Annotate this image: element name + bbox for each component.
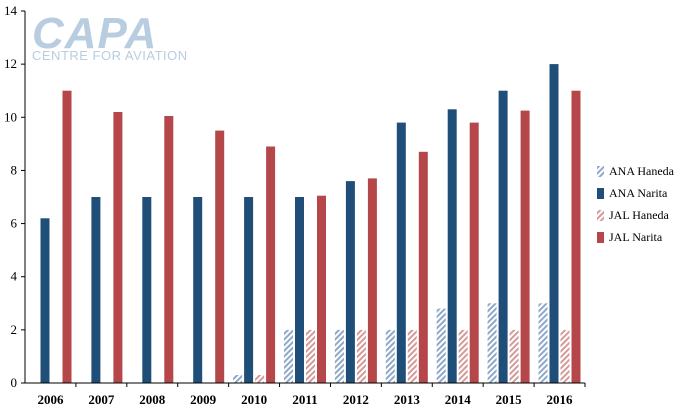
x-tick-label: 2007	[88, 392, 115, 407]
bar-ana-narita-2011	[295, 197, 304, 383]
x-tick-label: 2006	[37, 392, 64, 407]
bar-ana-narita-2013	[396, 122, 406, 383]
bar-ana-haneda-2011	[284, 329, 293, 383]
bar-ana-haneda-2012	[334, 329, 344, 383]
bar-jal-narita-2011	[317, 195, 326, 383]
bars-layer	[40, 64, 581, 384]
bar-jal-narita-2015	[520, 110, 530, 383]
bar-jal-haneda-2015	[509, 329, 519, 383]
x-tick-label: 2015	[496, 392, 523, 407]
bar-ana-narita-2015	[498, 90, 508, 383]
bar-ana-haneda-2015	[487, 303, 497, 383]
logo-main-text: CAPA	[32, 9, 157, 58]
bar-ana-narita-2016	[549, 64, 559, 383]
x-tick-label: 2010	[241, 392, 267, 407]
x-tick-label: 2011	[292, 392, 317, 407]
legend-label-jal-haneda: JAL Haneda	[609, 208, 670, 222]
y-tick-label: 10	[4, 109, 17, 124]
bar-ana-narita-2008	[142, 197, 152, 383]
x-tick-label: 2014	[445, 392, 472, 407]
bar-jal-narita-2016	[571, 90, 581, 383]
bar-jal-narita-2010	[266, 146, 276, 383]
y-tick-label: 0	[11, 375, 18, 390]
bar-jal-narita-2013	[418, 151, 428, 383]
legend-swatch-jal-haneda	[597, 210, 604, 221]
bar-ana-narita-2006	[40, 218, 50, 383]
legend-swatch-ana-haneda	[597, 166, 604, 177]
legend-swatch-ana-narita	[597, 188, 604, 199]
legend-swatch-jal-narita	[597, 232, 604, 243]
axes-layer	[24, 11, 585, 384]
bar-jal-haneda-2016	[560, 329, 570, 383]
logo-sub-text: CENTRE FOR AVIATION	[32, 48, 188, 63]
bar-jal-narita-2006	[62, 90, 72, 383]
capa-logo: CAPA CENTRE FOR AVIATION	[32, 9, 188, 63]
ticks-layer: 0 2 4 6 8 10 12 14 2006 2007 2008 2009 2010 2011 2012 2…	[4, 3, 586, 407]
legend: ANA Haneda ANA Narita JAL Haneda JAL Narita	[597, 164, 675, 244]
bar-jal-narita-2009	[215, 130, 225, 383]
bar-ana-narita-2014	[447, 109, 457, 384]
y-tick-label: 8	[11, 162, 18, 177]
bar-jal-narita-2007	[113, 112, 123, 383]
bar-jal-haneda-2011	[306, 329, 315, 383]
bar-jal-haneda-2013	[407, 329, 417, 383]
y-tick-label: 6	[11, 216, 18, 231]
legend-label-jal-narita: JAL Narita	[609, 230, 663, 244]
bar-ana-haneda-2013	[385, 329, 395, 383]
bar-jal-haneda-2012	[356, 329, 366, 383]
legend-label-ana-haneda: ANA Haneda	[609, 164, 675, 178]
bar-jal-narita-2012	[367, 178, 377, 383]
bar-ana-narita-2012	[345, 181, 355, 383]
y-tick-label: 12	[4, 56, 17, 71]
x-tick-label: 2016	[547, 392, 574, 407]
x-tick-label: 2013	[394, 392, 421, 407]
bar-jal-haneda-2010	[255, 375, 265, 383]
x-tick-label: 2009	[190, 392, 217, 407]
bar-ana-haneda-2014	[436, 308, 446, 383]
x-tick-label: 2012	[343, 392, 369, 407]
bar-ana-haneda-2010	[233, 375, 243, 383]
bar-ana-narita-2007	[91, 197, 101, 383]
bar-jal-haneda-2014	[458, 329, 468, 383]
bar-ana-narita-2009	[193, 197, 203, 383]
x-tick-label: 2008	[139, 392, 166, 407]
bar-jal-narita-2014	[469, 122, 479, 383]
y-tick-label: 4	[11, 269, 18, 284]
bar-ana-narita-2010	[244, 197, 254, 383]
bar-jal-narita-2008	[164, 116, 174, 383]
legend-label-ana-narita: ANA Narita	[609, 186, 668, 200]
bar-ana-haneda-2016	[538, 303, 548, 383]
y-tick-label: 2	[11, 322, 18, 337]
y-tick-label: 14	[4, 3, 18, 18]
